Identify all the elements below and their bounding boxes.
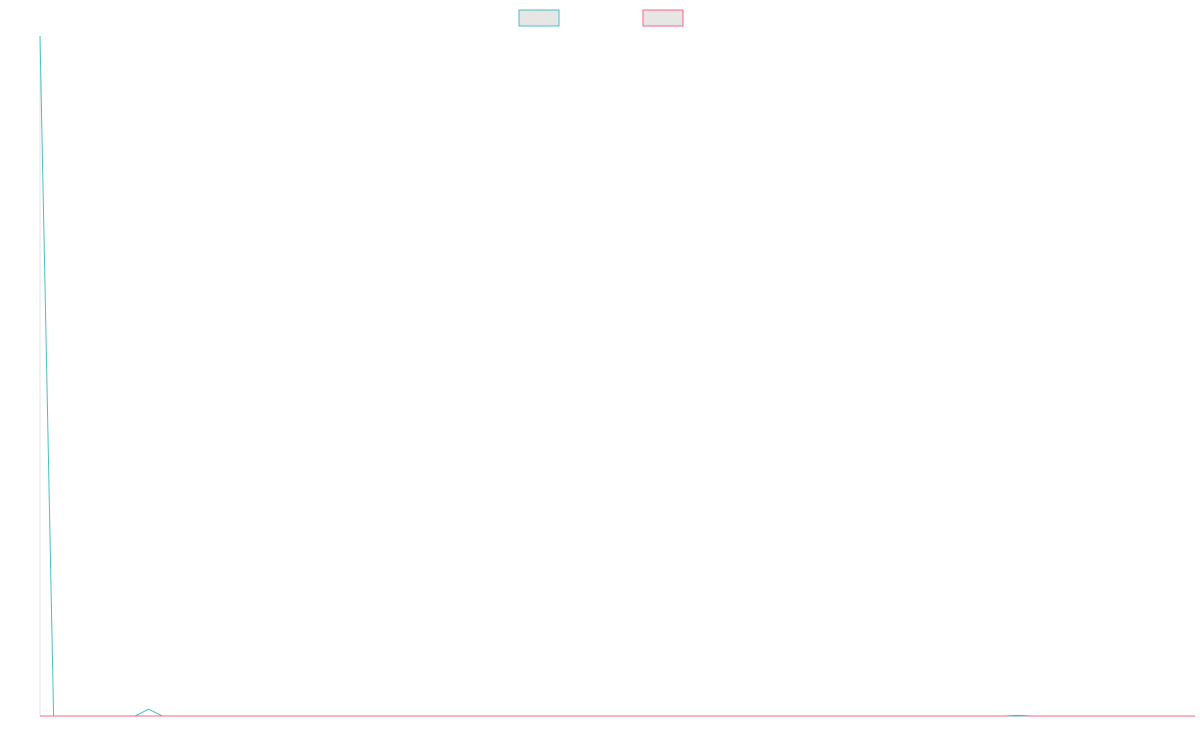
series-line-1 bbox=[39, 35, 1195, 717]
legend[interactable] bbox=[518, 9, 684, 27]
series-line-2 bbox=[40, 714, 1195, 717]
series-layer bbox=[39, 35, 1195, 717]
legend-swatch-1[interactable] bbox=[518, 9, 560, 27]
legend-swatch-2[interactable] bbox=[642, 9, 684, 27]
axes bbox=[39, 36, 1195, 717]
